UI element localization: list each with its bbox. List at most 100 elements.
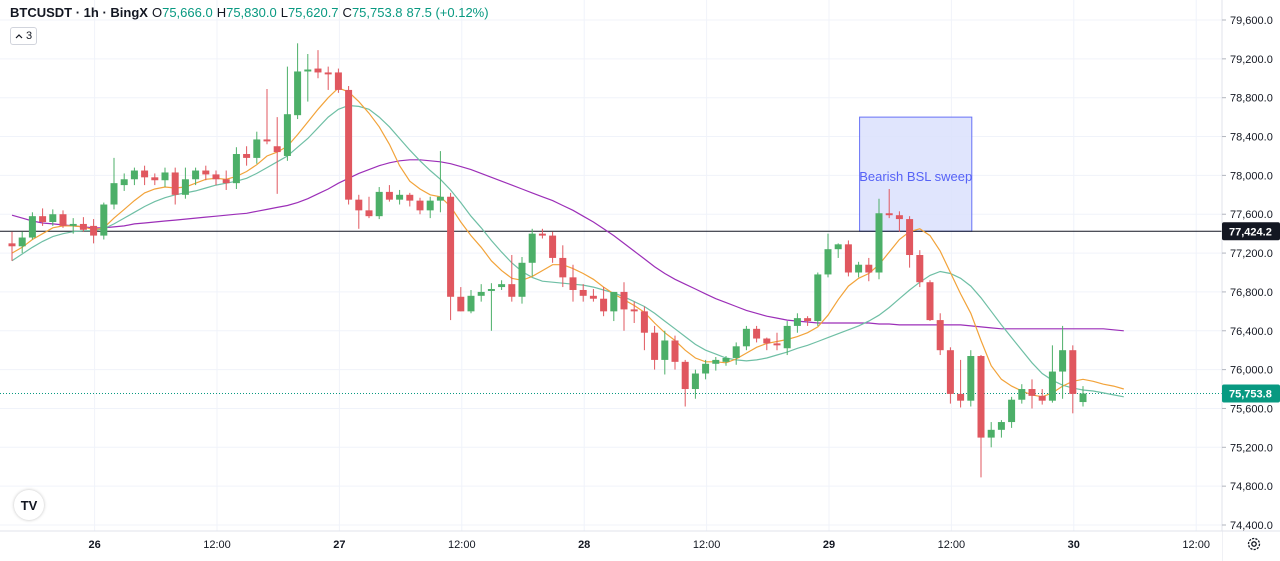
candle-down (406, 192, 414, 207)
time-tick-label: 12:00 (1182, 539, 1210, 551)
candle-body (345, 89, 353, 200)
symbol-title: BTCUSDT · 1h · BingX (10, 5, 148, 20)
candle-up (396, 189, 404, 205)
candle-body (130, 170, 138, 180)
candle-body (212, 174, 220, 180)
candle-body (997, 422, 1005, 430)
candle-body (1059, 350, 1067, 372)
candle-body (406, 194, 414, 201)
annotation-rect (859, 116, 973, 232)
candle-body (28, 216, 36, 238)
price-tick-label: 78,400.0 (1230, 132, 1273, 144)
candle-down (895, 211, 903, 232)
price-axis-bg (1222, 0, 1280, 561)
candle-down (345, 86, 353, 205)
candle-body (283, 114, 291, 156)
candle-down (39, 208, 47, 226)
candle-down (243, 146, 251, 166)
candle-body (742, 328, 750, 347)
candle-down (651, 325, 659, 370)
candle-down (579, 284, 587, 302)
candle-body (498, 284, 506, 288)
candle-body (895, 215, 903, 220)
candles (8, 43, 1087, 478)
candle-body (885, 213, 893, 216)
candle-body (477, 291, 485, 296)
candle-down (59, 210, 67, 228)
candle-body (365, 210, 373, 217)
candle-body (59, 214, 67, 226)
candle-down (273, 117, 281, 194)
price-tick-label: 74,800.0 (1230, 481, 1273, 493)
candle-down (946, 347, 954, 404)
candle-body (304, 69, 312, 72)
candle-down (1038, 389, 1046, 405)
candle-down (334, 68, 342, 93)
candle-down (457, 287, 465, 312)
candle-up (691, 369, 699, 399)
grid-lines (0, 0, 1222, 531)
candle-down (79, 217, 87, 232)
candle-body (528, 233, 536, 263)
candle-body (814, 274, 822, 322)
candle-body (589, 295, 597, 299)
settings-gear-icon[interactable] (1244, 534, 1264, 554)
candle-down (885, 188, 893, 219)
candle-down (324, 66, 332, 90)
time-axis[interactable]: 26 12:00 27 12:00 28 12:00 29 12:00 30 12:00 (0, 530, 1280, 561)
candle-body (120, 179, 128, 186)
ohlc-high: H75,830.0 (216, 5, 277, 20)
candle-body (232, 154, 240, 184)
chart-legend-header: BTCUSDT · 1h · BingX O75,666.0 H75,830.0… (10, 5, 489, 20)
candle-up (18, 231, 26, 254)
candle-down (865, 257, 873, 282)
candle-body (651, 332, 659, 360)
candle-body (375, 191, 383, 217)
time-tick-label: 12:00 (448, 539, 476, 551)
candle-body (1008, 399, 1016, 423)
candle-up (661, 330, 669, 375)
candle-body (334, 72, 342, 90)
price-tick-label: 75,600.0 (1230, 403, 1273, 415)
candle-up (702, 359, 710, 380)
interval: 1h (83, 5, 99, 20)
price-tick-label: 79,200.0 (1230, 54, 1273, 66)
candle-body (69, 223, 77, 226)
time-tick-label: 12:00 (693, 539, 721, 551)
candle-body (447, 196, 455, 297)
indicators-toggle-button[interactable]: 3 (10, 27, 37, 45)
candle-body (18, 237, 26, 247)
price-axis[interactable]: 74,400.0 74,800.0 75,200.0 75,600.0 76,000.0… (1221, 0, 1280, 561)
price-tick-label: 77,200.0 (1230, 248, 1273, 260)
candle-body (141, 170, 149, 178)
candle-body (416, 200, 424, 211)
candle-down (671, 335, 679, 370)
candle-up (783, 321, 791, 356)
candle-down (804, 316, 812, 326)
candle-down (763, 337, 771, 351)
candle-body (396, 194, 404, 200)
candle-down (620, 282, 628, 331)
candle-up (375, 187, 383, 220)
candle-down (151, 173, 159, 186)
candle-body (844, 244, 852, 273)
candle-down (314, 50, 322, 79)
candle-body (161, 172, 169, 181)
candle-body (793, 318, 801, 326)
candle-body (294, 71, 302, 116)
tradingview-logo-icon[interactable]: TV (14, 490, 44, 520)
candle-up (49, 209, 57, 226)
candle-up (232, 147, 240, 189)
candle-body (1038, 395, 1046, 401)
price-tick-label: 78,000.0 (1230, 170, 1273, 182)
level-price-label: 77,424.2 (1229, 226, 1272, 238)
candle-body (49, 214, 57, 222)
bearish-bsl-sweep-box[interactable]: Bearish BSL sweep (859, 116, 973, 232)
candle-down (1028, 379, 1036, 409)
annotation-label: Bearish BSL sweep (859, 169, 972, 184)
candle-up (192, 167, 200, 186)
candle-body (110, 183, 118, 205)
price-tick-label: 75,200.0 (1230, 442, 1273, 454)
candle-up (426, 196, 434, 219)
